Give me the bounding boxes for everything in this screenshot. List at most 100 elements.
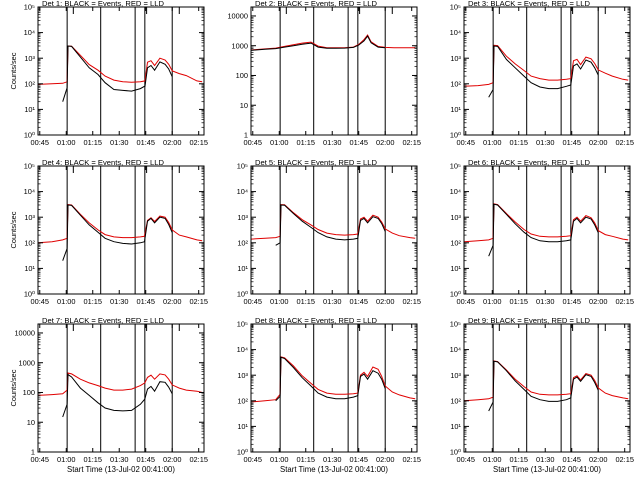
series-events-line xyxy=(251,35,386,51)
x-tick-label: 02:15 xyxy=(615,455,634,464)
x-tick-label: 01:30 xyxy=(536,138,555,147)
x-tick-label: 02:15 xyxy=(615,297,634,306)
y-tick-label: 10⁴ xyxy=(237,345,248,354)
x-axis-label: Start Time (13-Jul-02 00:41:00) xyxy=(493,465,601,474)
y-tick-label: 10¹ xyxy=(450,264,461,273)
x-tick-label: 01:00 xyxy=(57,138,76,147)
x-tick-label: 01:30 xyxy=(536,455,555,464)
x-tick-label: 01:00 xyxy=(57,297,76,306)
plot-frame xyxy=(37,6,205,136)
x-tick-label: 01:45 xyxy=(562,138,581,147)
x-tick-label: 00:45 xyxy=(457,455,476,464)
x-tick-label: 02:15 xyxy=(189,138,208,147)
x-tick-label: 01:45 xyxy=(136,138,155,147)
x-tick-label: 01:45 xyxy=(349,138,368,147)
x-tick-label: 01:45 xyxy=(349,297,368,306)
x-tick-label: 01:15 xyxy=(509,297,528,306)
series-lld-line xyxy=(38,45,203,85)
x-tick-label: 01:00 xyxy=(483,138,502,147)
x-tick-label: 00:45 xyxy=(244,455,263,464)
x-tick-label: 01:15 xyxy=(83,297,102,306)
x-tick-label: 01:00 xyxy=(57,455,76,464)
series-events-line xyxy=(275,204,386,246)
series-lld-line xyxy=(251,204,416,240)
x-tick-label: 01:30 xyxy=(323,455,342,464)
series-lld-line xyxy=(38,372,203,396)
x-tick-label: 00:45 xyxy=(31,138,50,147)
y-tick-label: 10² xyxy=(450,396,461,405)
panel-title: Det 1: BLACK = Events, RED = LLD xyxy=(42,0,164,8)
panel-title: Det 9: BLACK = Events, RED = LLD xyxy=(468,316,590,325)
series-lld-line xyxy=(464,360,629,402)
y-tick-label: 10³ xyxy=(24,54,35,63)
y-tick-label: 100 xyxy=(236,71,248,80)
x-tick-label: 01:30 xyxy=(323,297,342,306)
x-tick-label: 01:45 xyxy=(562,455,581,464)
y-tick-label: 1 xyxy=(244,131,248,140)
series-events-line xyxy=(62,373,173,418)
plot-frame xyxy=(250,165,418,295)
panel-title: Det 7: BLACK = Events, RED = LLD xyxy=(42,316,164,325)
series-events-line xyxy=(488,360,599,412)
x-tick-label: 01:30 xyxy=(110,138,129,147)
x-tick-label: 01:00 xyxy=(270,455,289,464)
y-tick-label: 10000 xyxy=(227,12,248,21)
x-tick-label: 02:00 xyxy=(589,297,608,306)
panel-title: Det 2: BLACK = Events, RED = LLD xyxy=(255,0,377,8)
plot-frame xyxy=(250,323,418,453)
panel-det-2: Det 2: BLACK = Events, RED = LLD 00:45 01:… xyxy=(227,0,421,147)
series-events-line xyxy=(275,356,386,402)
x-tick-label: 00:45 xyxy=(244,297,263,306)
x-tick-label: 02:15 xyxy=(615,138,634,147)
y-tick-label: 10000 xyxy=(14,329,35,338)
y-tick-label: 1000 xyxy=(19,358,35,367)
y-tick-label: 10⁰ xyxy=(450,290,461,299)
y-tick-label: 10⁵ xyxy=(450,320,461,329)
x-tick-label: 00:45 xyxy=(31,297,50,306)
panel-det-3: Det 3: BLACK = Events, RED = LLD 00:45 01:… xyxy=(450,0,634,147)
y-tick-label: 10⁵ xyxy=(24,162,35,171)
series-lld-line xyxy=(251,34,416,51)
series-events-line xyxy=(62,45,173,102)
y-tick-label: 10⁰ xyxy=(450,448,461,457)
plot-frame xyxy=(250,6,418,136)
y-tick-label: 10³ xyxy=(237,371,248,380)
panel-det-5: Det 5: BLACK = Events, RED = LLD 00:45 01:… xyxy=(237,158,421,306)
y-axis-label: Counts/sec xyxy=(9,369,18,406)
y-tick-label: 1 xyxy=(31,448,35,457)
panel-det-8: Det 8: BLACK = Events, RED = LLD 00:45 01:… xyxy=(237,316,421,474)
y-tick-label: 10³ xyxy=(237,213,248,222)
y-tick-label: 10⁴ xyxy=(450,187,461,196)
x-tick-label: 01:00 xyxy=(270,297,289,306)
panel-title: Det 6: BLACK = Events, RED = LLD xyxy=(468,158,590,167)
y-tick-label: 10¹ xyxy=(237,264,248,273)
series-lld-line xyxy=(464,203,629,243)
x-tick-label: 02:00 xyxy=(163,138,182,147)
panel-title: Det 5: BLACK = Events, RED = LLD xyxy=(255,158,377,167)
y-tick-label: 10¹ xyxy=(24,264,35,273)
y-tick-label: 10¹ xyxy=(24,105,35,114)
y-tick-label: 10⁴ xyxy=(24,28,35,37)
panel-title: Det 4: BLACK = Events, RED = LLD xyxy=(42,158,164,167)
x-tick-label: 01:15 xyxy=(296,138,315,147)
x-tick-label: 02:00 xyxy=(589,138,608,147)
series-events-line xyxy=(488,203,599,257)
x-tick-label: 01:00 xyxy=(483,297,502,306)
plot-frame xyxy=(463,6,631,136)
y-tick-label: 10² xyxy=(450,238,461,247)
series-events-line xyxy=(62,204,173,261)
x-tick-label: 01:15 xyxy=(83,455,102,464)
x-tick-label: 02:15 xyxy=(402,138,421,147)
y-tick-label: 10² xyxy=(237,396,248,405)
y-tick-label: 10¹ xyxy=(237,422,248,431)
x-tick-label: 02:15 xyxy=(402,297,421,306)
x-tick-label: 01:45 xyxy=(136,297,155,306)
y-tick-label: 10 xyxy=(240,101,248,110)
series-lld-line xyxy=(251,356,416,403)
panel-det-7: Det 7: BLACK = Events, RED = LLD 00:45 01:… xyxy=(9,316,208,474)
y-tick-label: 10³ xyxy=(450,213,461,222)
y-tick-label: 10³ xyxy=(450,54,461,63)
y-tick-label: 10³ xyxy=(24,213,35,222)
panel-det-1: Det 1: BLACK = Events, RED = LLD 00:45 01:… xyxy=(9,0,208,147)
